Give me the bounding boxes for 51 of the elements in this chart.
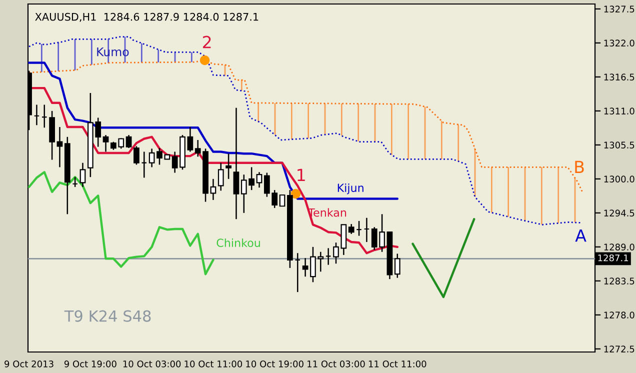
candlestick — [325, 248, 332, 266]
candlestick — [233, 107, 240, 220]
candlestick — [348, 223, 354, 235]
annotation: T9 K24 S48 — [64, 310, 151, 322]
y-tick-label: 1316.5 — [604, 74, 634, 80]
y-tick-label: 1300.0 — [604, 176, 634, 182]
candlestick — [218, 162, 224, 192]
y-tick-label: 1327.5 — [604, 6, 634, 13]
candlestick — [210, 178, 216, 201]
candlestick — [80, 162, 86, 188]
candlestick — [294, 252, 301, 293]
x-tick-label: 10 Oct 11:00 — [184, 360, 242, 368]
x-tick-label: 11 Oct 03:00 — [308, 360, 365, 368]
candlestick — [256, 172, 262, 188]
candlestick — [226, 152, 232, 180]
candlestick — [279, 194, 286, 207]
candlestick — [364, 217, 370, 243]
x-tick-label: 9 Oct 2013 — [4, 360, 54, 368]
series-label: Kijun — [338, 183, 364, 194]
candlestick — [134, 146, 140, 166]
annotation: 1 — [298, 168, 305, 182]
candlestick — [356, 220, 362, 236]
candlestick — [102, 134, 109, 152]
x-tick-label: 9 Oct 19:00 — [64, 360, 116, 368]
candlestick — [126, 134, 132, 149]
series-label: B — [575, 160, 584, 174]
y-tick-label: 1294.5 — [604, 210, 634, 216]
y-tick-label: 1311.0 — [604, 108, 634, 114]
x-tick-label: 10 Oct 19:00 — [246, 360, 304, 368]
y-tick-label: 1283.5 — [604, 278, 634, 284]
line-series — [28, 62, 398, 200]
series-label: Chinkou — [216, 238, 260, 248]
y-tick-label: 1322.0 — [604, 40, 634, 46]
text: XAUUSD,H1 1284.6 1287.9 1284.0 1287.1 — [35, 12, 258, 22]
y-tick-label: 1278.0 — [604, 312, 634, 318]
candlestick — [141, 151, 148, 178]
ref-line-label: 1287.1 — [598, 254, 628, 262]
candlestick — [72, 176, 78, 188]
y-tick-label: 1272.5 — [604, 346, 634, 352]
line-series — [28, 171, 214, 276]
candlestick — [302, 257, 308, 278]
candlestick — [394, 253, 400, 278]
annotation: 2 — [202, 36, 211, 48]
x-tick-label: 10 Oct 03:00 — [123, 360, 181, 368]
candlestick — [148, 148, 155, 168]
series-label: A — [575, 229, 586, 242]
y-tick-label: 1305.5 — [604, 142, 634, 148]
candlestick — [41, 104, 48, 128]
candlestick — [34, 104, 40, 126]
y-tick-label: 1289.0 — [604, 244, 634, 250]
x-tick-label: 11 Oct 11:00 — [368, 360, 426, 368]
